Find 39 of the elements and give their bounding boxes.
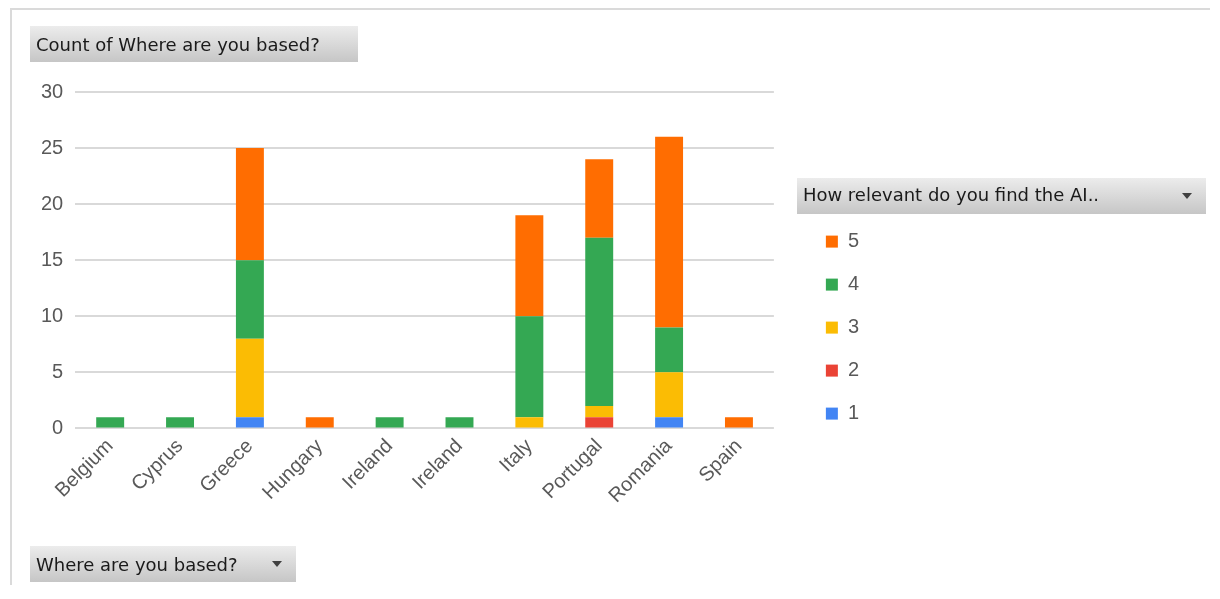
bar bbox=[235, 417, 264, 428]
bar bbox=[375, 417, 404, 428]
y-tick-label: 5 bbox=[52, 359, 64, 382]
field-button: Where are you based? bbox=[30, 546, 296, 582]
bar bbox=[515, 215, 544, 317]
x-tick-label: Italy bbox=[494, 434, 537, 476]
bar bbox=[515, 417, 544, 428]
bar bbox=[585, 406, 614, 418]
bar bbox=[166, 417, 195, 428]
y-tick-label: 0 bbox=[52, 415, 64, 438]
bar bbox=[445, 417, 474, 428]
bar bbox=[515, 316, 544, 418]
y-tick-label: 20 bbox=[41, 191, 64, 214]
bar bbox=[655, 327, 684, 373]
x-axis-title: Where are you based? bbox=[36, 553, 238, 575]
bar bbox=[585, 159, 614, 238]
legend-label: 4 bbox=[847, 272, 859, 295]
legend-label: 5 bbox=[847, 229, 859, 252]
bar bbox=[96, 417, 125, 428]
y-tick-label: 10 bbox=[41, 303, 64, 326]
y-tick-label: 25 bbox=[41, 135, 64, 158]
legend-title: How relevant do you find the AI.. bbox=[802, 183, 1100, 205]
bar bbox=[655, 136, 684, 328]
bar bbox=[305, 417, 334, 428]
legend-label: 2 bbox=[847, 358, 859, 381]
bar bbox=[235, 338, 264, 418]
bar bbox=[724, 417, 753, 428]
bar bbox=[655, 417, 684, 428]
y-tick-label: 30 bbox=[41, 79, 64, 102]
legend-label: 3 bbox=[847, 315, 859, 338]
bar bbox=[235, 148, 264, 261]
chart-title: Count of Where are you based? bbox=[36, 33, 320, 55]
y-tick-label: 15 bbox=[41, 247, 64, 270]
bar bbox=[585, 237, 614, 406]
bar bbox=[585, 417, 614, 428]
bar bbox=[655, 372, 684, 418]
field-button: Count of Where are you based? bbox=[30, 26, 358, 62]
legend-label: 1 bbox=[847, 401, 859, 424]
bar bbox=[235, 260, 264, 339]
